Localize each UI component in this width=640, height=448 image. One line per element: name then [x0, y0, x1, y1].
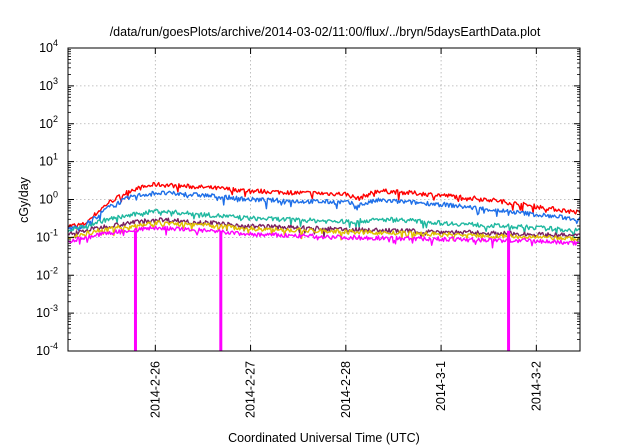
- y-tick-label: 10-3: [36, 303, 58, 320]
- y-axis-ticks: 10-4 10-3 10-2 10-1 100 101 102 103 104: [36, 38, 580, 358]
- y-tick-label: 100: [39, 190, 58, 207]
- x-axis-ticks: 2014-2-26 2014-2-27 2014-2-28 2014-3-1 2014-…: [148, 48, 543, 418]
- x-axis-label: Coordinated Universal Time (UTC): [228, 431, 420, 445]
- x-tick-label: 2014-3-1: [434, 361, 448, 411]
- y-axis-label: cGy/day: [17, 176, 31, 223]
- series-line-0: [67, 181, 581, 230]
- series-line-3: [67, 217, 581, 239]
- x-tick-label: 2014-2-28: [339, 361, 353, 418]
- x-tick-label: 2014-2-27: [244, 361, 258, 418]
- x-tick-label: 2014-3-2: [529, 361, 543, 411]
- gridlines: [68, 48, 580, 351]
- y-tick-label: 102: [39, 114, 58, 131]
- y-tick-label: 104: [39, 38, 58, 55]
- y-tick-label: 103: [39, 76, 58, 93]
- y-tick-label: 10-4: [36, 341, 58, 358]
- series-line-2: [67, 208, 581, 239]
- y-tick-label: 101: [39, 152, 58, 169]
- chart-title: /data/run/goesPlots/archive/2014-03-02/1…: [110, 25, 541, 39]
- y-tick-label: 10-1: [36, 227, 58, 244]
- series-line-1: [67, 190, 581, 232]
- y-tick-label: 10-2: [36, 265, 58, 282]
- series-layer: [67, 181, 581, 351]
- series-line-5: [67, 225, 581, 249]
- x-tick-label: 2014-2-26: [148, 361, 162, 418]
